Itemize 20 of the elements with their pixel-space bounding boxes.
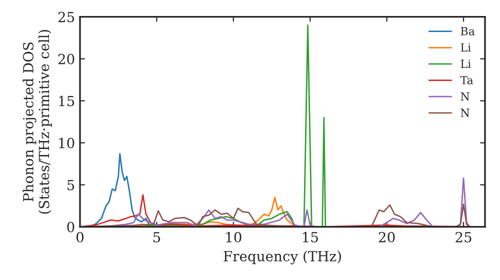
x-tick-label: 25 <box>456 232 472 242</box>
y-axis-title: Phonon projected DOS (States/THz·primitive cell) <box>22 30 52 214</box>
x-tick-label: 0 <box>76 232 84 242</box>
y-tick-label: 5 <box>67 180 74 190</box>
y-tick-label: 15 <box>59 96 74 106</box>
legend-label: N <box>460 108 470 117</box>
y-tick-label: 10 <box>59 138 74 148</box>
x-tick-label: 10 <box>226 232 242 242</box>
x-tick-label: 20 <box>378 232 395 242</box>
legend-label: Li <box>460 60 471 68</box>
y-tick-label: 25 <box>58 12 74 22</box>
y-tick-label: 0 <box>67 222 74 232</box>
x-axis-title: Frequency (THz) <box>224 250 341 264</box>
legend-label: N <box>460 92 470 101</box>
x-tick-label: 5 <box>153 232 160 242</box>
y-tick-label: 20 <box>58 54 74 64</box>
legend-label: Li <box>460 43 471 52</box>
legend-label: Ta <box>460 76 474 84</box>
legend-label: Ba <box>460 27 475 36</box>
x-tick-label: 15 <box>302 232 318 242</box>
